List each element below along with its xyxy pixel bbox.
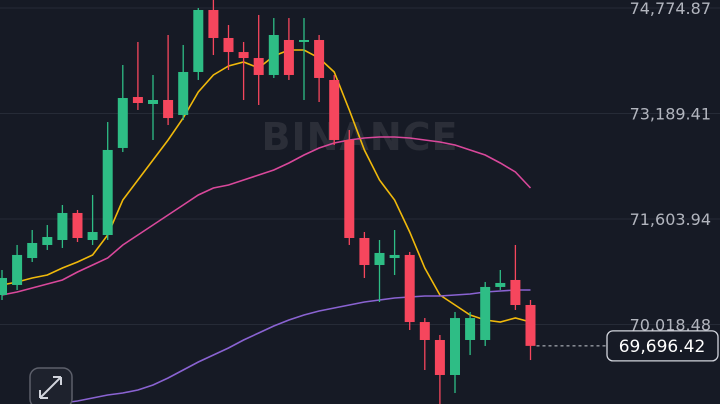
candle-body xyxy=(419,322,430,340)
candle-body xyxy=(329,79,340,140)
candle-body xyxy=(389,254,400,259)
y-tick-label: 70,018.48 xyxy=(630,315,711,334)
candle-body xyxy=(525,304,536,346)
candle-body xyxy=(193,9,204,72)
candle-body xyxy=(253,58,264,75)
candle-body xyxy=(178,71,189,115)
candle-body xyxy=(359,237,370,266)
candle-body xyxy=(495,282,506,287)
candle-body xyxy=(314,39,325,78)
candle-body xyxy=(238,52,249,59)
candle-body xyxy=(299,39,309,42)
candle-body xyxy=(0,277,7,296)
candle-body xyxy=(374,252,385,266)
candle-body xyxy=(283,39,294,75)
candle-body xyxy=(148,100,158,104)
y-tick-label: 74,774.87 xyxy=(630,0,711,18)
candle-body xyxy=(510,279,521,305)
candle-body xyxy=(163,100,174,119)
candle-body xyxy=(344,139,355,238)
moving-average-line xyxy=(1,136,532,296)
last-price-box xyxy=(606,330,719,362)
candle-body xyxy=(87,232,98,240)
candle-body xyxy=(404,254,415,323)
moving-average-line xyxy=(1,49,531,323)
candle-body xyxy=(208,9,219,38)
candle-body xyxy=(450,318,460,375)
last-price-label: 69,696.42 xyxy=(619,337,706,357)
candle-body xyxy=(268,34,279,75)
candle-body xyxy=(27,242,38,259)
moving-average-line xyxy=(62,289,531,404)
y-tick-label: 71,603.94 xyxy=(630,210,711,229)
candle-body xyxy=(42,236,53,245)
candle-body xyxy=(72,212,83,238)
candle-body xyxy=(117,98,128,148)
moving-averages xyxy=(1,49,532,404)
candles xyxy=(0,0,536,404)
candle-body xyxy=(57,212,68,240)
candle-body xyxy=(434,339,445,375)
expand-button[interactable] xyxy=(29,367,73,404)
candle-body xyxy=(132,97,143,103)
candle-body xyxy=(480,286,491,340)
candle-body xyxy=(223,37,234,53)
y-tick-label: 73,189.41 xyxy=(630,104,711,123)
candle-body xyxy=(465,318,476,340)
candle-body xyxy=(102,149,113,236)
price-axis: 74,774.87 73,189.41 71,603.94 70,018.48 69,6… xyxy=(536,0,719,362)
candle-body xyxy=(12,254,23,285)
